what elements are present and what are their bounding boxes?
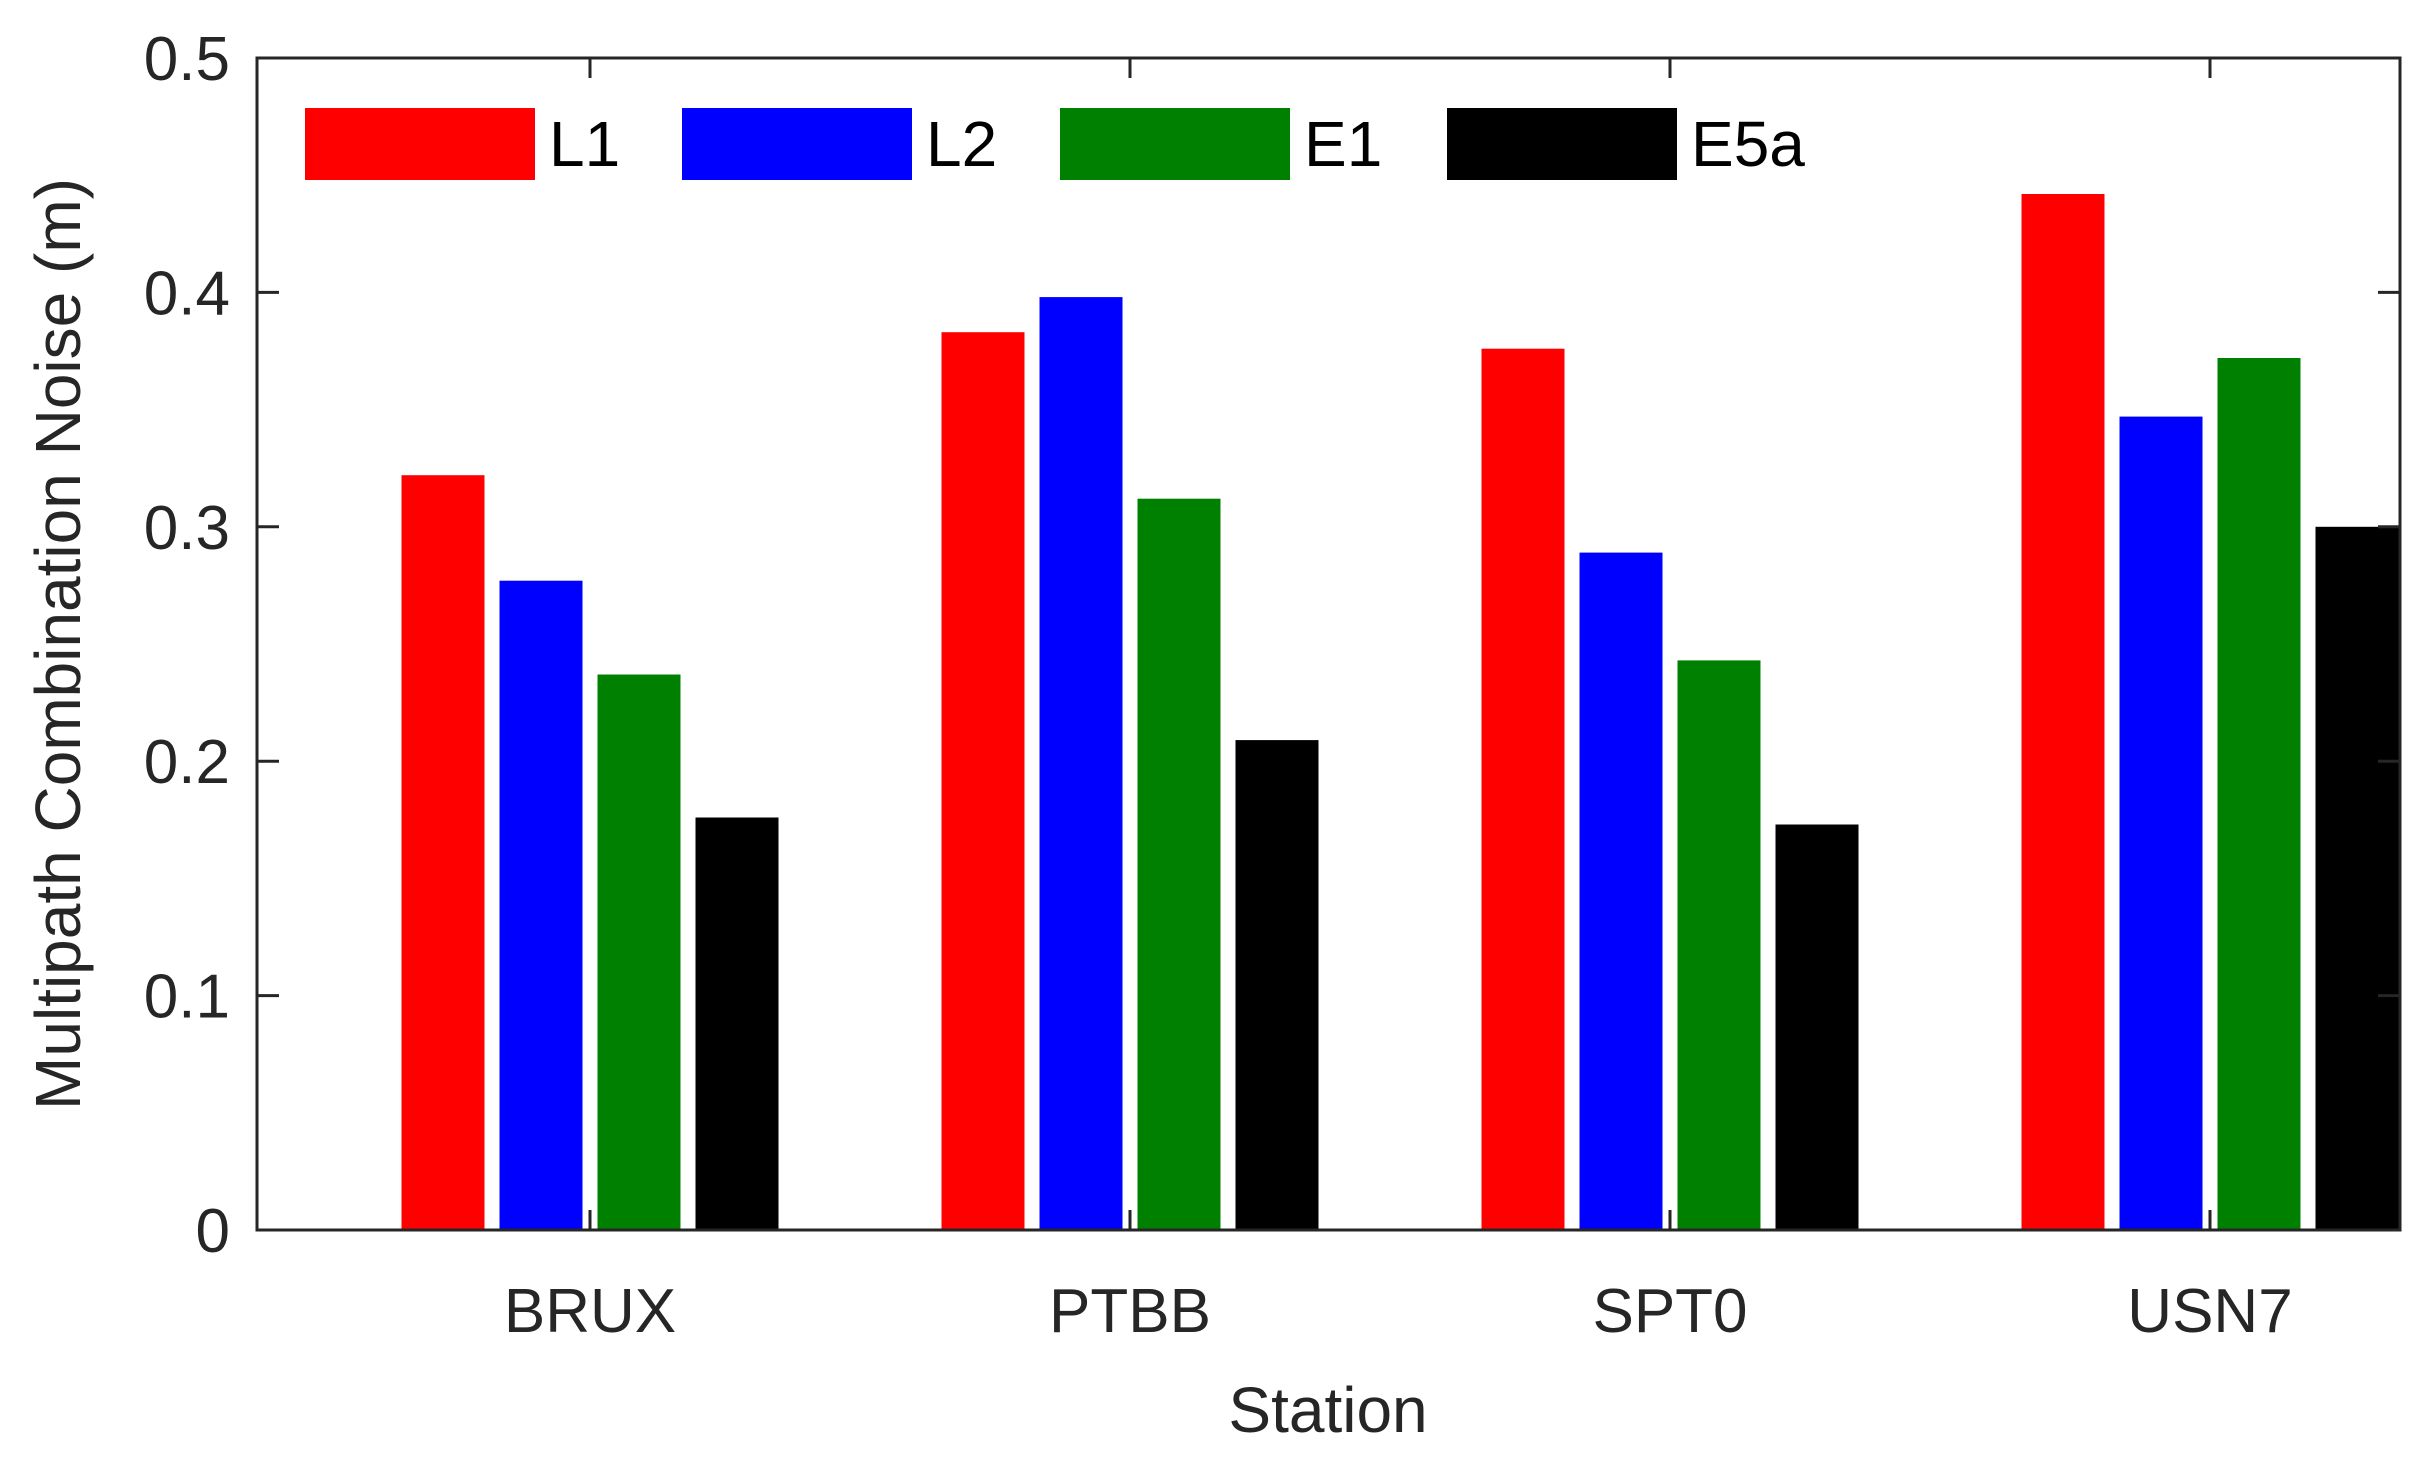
legend-swatch-l1 xyxy=(305,108,535,180)
legend-label-l2: L2 xyxy=(926,108,997,180)
y-axis-title: Multipath Combination Noise (m) xyxy=(22,178,94,1110)
y-tick-label: 0.5 xyxy=(144,25,230,94)
legend-swatch-e1 xyxy=(1060,108,1290,180)
x-tick-label: PTBB xyxy=(1049,1277,1211,1346)
x-axis-title: Station xyxy=(1228,1374,1427,1446)
bar-e1-brux xyxy=(597,674,681,1230)
legend-label-l1: L1 xyxy=(549,108,620,180)
x-tick-label: BRUX xyxy=(504,1277,676,1346)
bar-e1-ptbb xyxy=(1137,498,1221,1230)
bar-l2-usn7 xyxy=(2119,416,2203,1231)
x-tick-label: USN7 xyxy=(2127,1277,2292,1346)
bar-l1-ptbb xyxy=(941,332,1025,1230)
bar-e1-usn7 xyxy=(2217,358,2301,1230)
ticks-layer xyxy=(257,56,2400,1232)
bar-e5a-spt0 xyxy=(1775,824,1859,1230)
y-tick-label: 0.3 xyxy=(144,494,230,563)
y-tick-label: 0.1 xyxy=(144,963,230,1032)
bars-layer xyxy=(401,194,2399,1231)
bar-e5a-brux xyxy=(695,817,779,1230)
legend-label-e1: E1 xyxy=(1304,108,1382,180)
legend-swatch-e5a xyxy=(1447,108,1677,180)
plot-frame xyxy=(255,56,2402,1232)
bar-e5a-usn7 xyxy=(2315,526,2399,1230)
bar-l1-spt0 xyxy=(1481,348,1565,1230)
bar-l2-spt0 xyxy=(1579,552,1663,1230)
bar-l2-ptbb xyxy=(1039,297,1123,1231)
x-tick-label: SPT0 xyxy=(1592,1277,1747,1346)
bar-l1-brux xyxy=(401,475,485,1230)
bar-e1-spt0 xyxy=(1677,660,1761,1230)
y-tick-label: 0.4 xyxy=(144,259,230,328)
bar-l1-usn7 xyxy=(2021,194,2105,1230)
bar-l2-brux xyxy=(499,580,583,1230)
legend-label-e5a: E5a xyxy=(1691,108,1805,180)
bar-e5a-ptbb xyxy=(1235,740,1319,1230)
tick-labels-layer: BRUX PTBB SPT0 USN7 0 0.1 0.2 0.3 0.4 0.5 xyxy=(144,25,2293,1346)
y-tick-label: 0.2 xyxy=(144,728,230,797)
legend-swatch-l2 xyxy=(682,108,912,180)
y-tick-label: 0 xyxy=(196,1197,230,1266)
legend: L1 L2 E1 E5a xyxy=(305,108,1805,180)
